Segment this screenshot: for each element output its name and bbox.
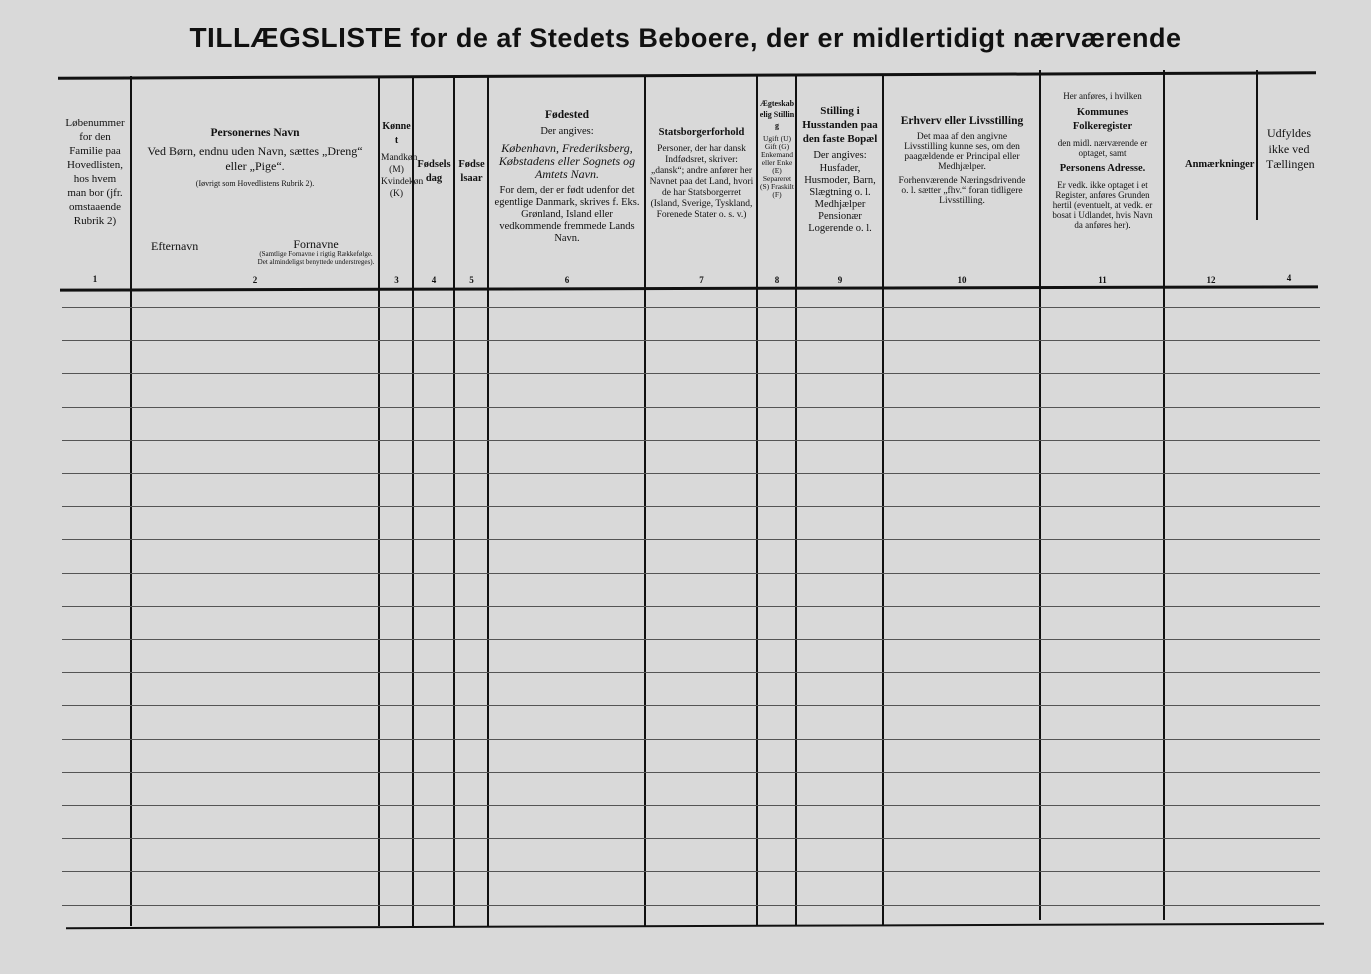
column-8-header: Ægteskabelig Stilling Ugift (U) Gift (G)… bbox=[758, 78, 796, 288]
column-12-header: Anmærkninger 12 bbox=[1165, 78, 1257, 288]
column-11-heading2: Personens Adresse. bbox=[1059, 163, 1146, 174]
column-number: 3 bbox=[394, 275, 399, 285]
column-10-header: Erhverv eller Livsstilling Det maa af de… bbox=[884, 78, 1040, 288]
column-divider bbox=[882, 76, 884, 926]
column-number: 12 bbox=[1206, 275, 1216, 285]
form-title: TILLÆGSLISTE for de af Stedets Beboere, … bbox=[0, 22, 1371, 54]
entry-row-line bbox=[62, 772, 1320, 773]
entry-row-line bbox=[62, 473, 1320, 474]
column-7-header: Statsborgerforhold Personer, der har dan… bbox=[646, 78, 757, 288]
column-11-heading: Kommunes Folkeregister bbox=[1072, 107, 1133, 132]
column-12-heading: Anmærkninger bbox=[1185, 159, 1255, 170]
entry-row-line bbox=[62, 838, 1320, 839]
column-11-text: den midl. nærværende er optaget, samt bbox=[1057, 138, 1148, 158]
column-10-heading: Erhverv eller Livsstilling bbox=[900, 115, 1024, 127]
column-3-text: Mandkøn (M) Kvindekøn (K) bbox=[381, 153, 424, 199]
bottom-rule bbox=[66, 922, 1324, 930]
column-8-text: Ugift (U) Gift (G) Enkemand eller Enke (… bbox=[760, 134, 794, 199]
column-6-text3: For dem, der er født udenfor det egentli… bbox=[494, 185, 640, 244]
entry-row-line bbox=[62, 639, 1320, 640]
column-number: 6 bbox=[564, 275, 570, 285]
column-6-header: Fødested Der angives: København, Frederi… bbox=[489, 78, 645, 288]
column-13-text: Udfyldes ikke ved Tællingen bbox=[1266, 126, 1315, 171]
column-7-text: Personer, der har dansk Indfødsret, skri… bbox=[649, 144, 754, 220]
column-number: 5 bbox=[469, 275, 474, 285]
entry-row-line bbox=[62, 672, 1320, 673]
column-divider bbox=[1039, 70, 1041, 920]
column-divider bbox=[378, 76, 380, 926]
column-7-heading: Statsborgerforhold bbox=[658, 127, 745, 138]
column-8-heading: Ægteskabelig Stilling bbox=[759, 99, 795, 130]
column-divider bbox=[453, 76, 455, 926]
column-1-header: Løbenummer for den Familie paa Hovedlist… bbox=[60, 78, 130, 288]
column-number: 11 bbox=[1098, 275, 1107, 285]
column-divider bbox=[795, 76, 797, 926]
column-divider bbox=[1256, 70, 1258, 220]
column-divider bbox=[644, 76, 646, 926]
column-number: 4 bbox=[431, 275, 437, 285]
column-2-header: Personernes Navn Ved Børn, endnu uden Na… bbox=[131, 78, 379, 288]
column-5-header: Fødselsaar 5 bbox=[455, 78, 488, 288]
column-divider bbox=[756, 76, 758, 926]
entry-row-line bbox=[62, 739, 1320, 740]
column-number: 2 bbox=[252, 275, 258, 285]
column-6-text2: København, Frederiksberg, Købstadens ell… bbox=[498, 141, 636, 181]
entry-row-line bbox=[62, 705, 1320, 706]
column-9-text: Der angives: bbox=[813, 150, 867, 161]
column-2-heading: Personernes Navn bbox=[210, 127, 300, 139]
column-4-header: Fødselsdag 4 bbox=[414, 78, 454, 288]
column-11-text2: Er vedk. ikke optaget i et Register, anf… bbox=[1052, 180, 1153, 230]
entry-row-line bbox=[62, 340, 1320, 341]
column-10-text2: Forhenværende Næringsdrivende o. l. sætt… bbox=[898, 176, 1026, 206]
column-11-header: Her anføres, i hvilken Kommunes Folkereg… bbox=[1041, 78, 1164, 288]
column-divider bbox=[487, 76, 489, 926]
column-6-text: Der angives: bbox=[540, 126, 594, 137]
column-divider bbox=[1163, 70, 1165, 920]
column-2-note: (Iøvrigt som Hovedlistens Rubrik 2). bbox=[195, 179, 315, 188]
entry-row-line bbox=[62, 905, 1320, 906]
column-3-heading: Kønnet bbox=[382, 121, 411, 146]
column-divider bbox=[130, 76, 132, 926]
column-number: 9 bbox=[837, 275, 843, 285]
fornavne-label: Fornavne bbox=[293, 237, 339, 251]
column-number: 10 bbox=[957, 275, 967, 285]
column-2-fornavne: Fornavne (Samtlige Fornavne i rigtig Ræk… bbox=[256, 238, 376, 266]
column-11-pre: Her anføres, i hvilken bbox=[1063, 91, 1142, 101]
entry-row-line bbox=[62, 606, 1320, 607]
column-9-header: Stilling i Husstanden paa den faste Bopæ… bbox=[797, 78, 883, 288]
column-10-text: Det maa af den angivne Livsstilling kunn… bbox=[904, 132, 1020, 172]
column-number: 8 bbox=[774, 275, 780, 285]
entry-row-line bbox=[62, 573, 1320, 574]
column-3-header: Kønnet Mandkøn (M) Kvindekøn (K) 3 bbox=[380, 78, 424, 288]
column-number: 7 bbox=[699, 275, 704, 285]
fornavne-note: (Samtlige Fornavne i rigtig Rækkefølge. … bbox=[257, 250, 375, 266]
column-number: 1 bbox=[92, 274, 98, 284]
entry-row-line bbox=[62, 307, 1320, 308]
column-9-text2: Husfader, Husmoder, Barn, Slægtning o. l… bbox=[804, 163, 876, 234]
form-title-main: TILLÆGSLISTE bbox=[189, 22, 403, 53]
column-2-efternavn: Efternavn bbox=[151, 239, 199, 253]
column-2-text: Ved Børn, endnu uden Navn, sættes „Dreng… bbox=[147, 144, 363, 173]
column-number: 4 bbox=[1286, 272, 1292, 283]
entry-row-line bbox=[62, 407, 1320, 408]
column-5-heading: Fødselsaar bbox=[458, 159, 485, 184]
column-4-heading: Fødselsdag bbox=[417, 159, 451, 184]
column-divider bbox=[412, 76, 414, 926]
form-title-rest: for de af Stedets Beboere, der er midler… bbox=[410, 23, 1182, 53]
entry-row-line bbox=[62, 506, 1320, 507]
column-9-heading: Stilling i Husstanden paa den faste Bopæ… bbox=[802, 105, 878, 145]
entry-row-line bbox=[62, 871, 1320, 872]
entry-row-line bbox=[62, 440, 1320, 441]
column-13-header: Udfyldes ikke ved Tællingen 4 bbox=[1258, 78, 1320, 288]
entry-row-line bbox=[62, 539, 1320, 540]
column-6-heading: Fødested bbox=[544, 109, 590, 121]
column-1-text: Løbenummer for den Familie paa Hovedlist… bbox=[65, 117, 125, 227]
entry-row-line bbox=[62, 805, 1320, 806]
entry-row-line bbox=[62, 373, 1320, 374]
